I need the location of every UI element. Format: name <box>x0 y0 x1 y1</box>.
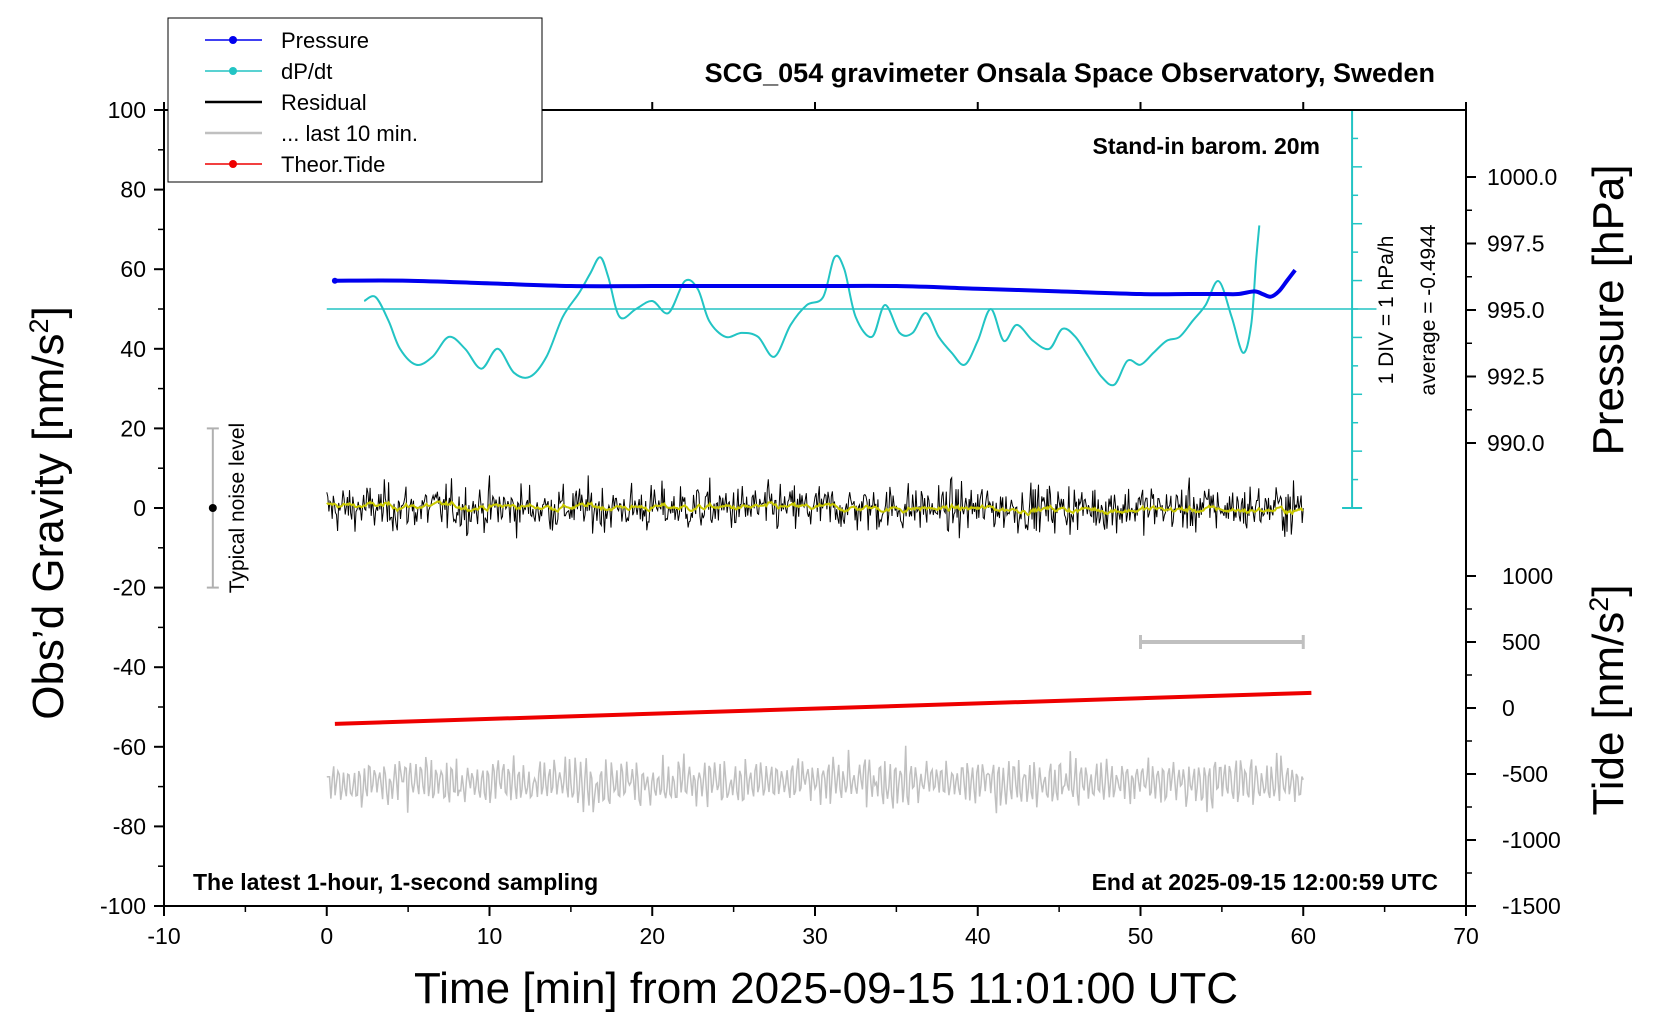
annotation-dpdt-div: 1 DIV = 1 hPa/h <box>1375 236 1398 385</box>
y-axis-label-tide-end: ] <box>1584 584 1633 596</box>
annotation-bottom-right: End at 2025-09-15 12:00:59 UTC <box>1092 869 1438 895</box>
x-tick-label: 20 <box>639 923 665 949</box>
y-axis-label-tide-sup: 2 <box>1584 597 1614 612</box>
gravity-tick-label: -20 <box>113 575 146 601</box>
y-axis-label-gravity-end: ] <box>24 306 73 318</box>
gravity-tick-label: 60 <box>120 256 146 282</box>
legend-label: Residual <box>281 90 367 115</box>
y-axis-label-tide: Tide [nm/s2] <box>1584 584 1633 815</box>
y-axis-label-gravity-text: Obs’d Gravity [nm/s <box>24 333 73 719</box>
legend-label: Theor.Tide <box>281 152 385 177</box>
residual-line <box>326 475 1304 539</box>
annotation-barometer: Stand-in barom. 20m <box>1093 133 1320 159</box>
legend-box <box>167 17 543 183</box>
x-tick-label: -10 <box>147 923 180 949</box>
gravity-tick-label: 100 <box>108 97 146 123</box>
annotation-dpdt-average: average = -0.4944 <box>1417 224 1440 395</box>
legend-label: Pressure <box>281 28 369 53</box>
tide-tick-label: 1000 <box>1502 563 1553 589</box>
pressure-line <box>334 268 1297 299</box>
gravity-tick-label: 20 <box>120 415 146 441</box>
legend-label: ... last 10 min. <box>281 121 418 146</box>
y-axis-label-pressure: Pressure [hPa] <box>1584 164 1633 455</box>
x-tick-label: 70 <box>1453 923 1479 949</box>
y-axis-label-gravity: Obs’d Gravity [nm/s2] <box>24 306 73 720</box>
x-tick-label: 10 <box>477 923 503 949</box>
pressure-tick-label: 990.0 <box>1487 430 1545 456</box>
tide-tick-label: -500 <box>1502 761 1548 787</box>
residual-mean-line <box>326 500 1304 516</box>
dpdt-line <box>363 225 1261 387</box>
x-tick-label: 60 <box>1290 923 1316 949</box>
x-tick-label: 0 <box>320 923 333 949</box>
annotation-noise: Typical noise level <box>226 423 249 593</box>
y-axis-label-tide-text: Tide [nm/s <box>1584 612 1633 816</box>
noise-bar-center <box>208 504 217 512</box>
pressure-tick-label: 997.5 <box>1487 231 1545 257</box>
gravity-tick-label: -80 <box>113 813 146 839</box>
pressure-tick-label: 995.0 <box>1487 297 1545 323</box>
y-axis-label-gravity-sup: 2 <box>24 318 54 333</box>
gravity-tick-label: 0 <box>133 495 146 521</box>
legend-marker <box>229 67 237 75</box>
x-tick-label: 50 <box>1128 923 1154 949</box>
tide-tick-label: -1000 <box>1502 827 1561 853</box>
gravity-tick-label: -100 <box>100 893 146 919</box>
tide-tick-label: 0 <box>1502 695 1515 721</box>
x-axis-label: Time [min] from 2025-09-15 11:01:00 UTC <box>414 964 1238 1013</box>
x-tick-label: 40 <box>965 923 991 949</box>
pressure-tick-label: 992.5 <box>1487 364 1545 390</box>
gravity-tick-label: -40 <box>113 654 146 680</box>
x-tick-label: 30 <box>802 923 828 949</box>
legend-label: dP/dt <box>281 59 332 84</box>
pressure-start-marker <box>331 277 338 284</box>
gravity-tick-label: 40 <box>120 336 146 362</box>
legend-marker <box>229 160 237 168</box>
last10-line <box>326 745 1304 814</box>
tide-line <box>334 690 1312 726</box>
tide-tick-label: 500 <box>1502 629 1540 655</box>
legend-marker <box>229 36 237 44</box>
pressure-tick-label: 1000.0 <box>1487 164 1557 190</box>
chart-title: SCG_054 gravimeter Onsala Space Observat… <box>705 58 1435 88</box>
tide-tick-label: -1500 <box>1502 893 1561 919</box>
annotation-bottom-left: The latest 1-hour, 1-second sampling <box>193 869 598 895</box>
gravity-tick-label: 80 <box>120 177 146 203</box>
gravity-tick-label: -60 <box>113 734 146 760</box>
